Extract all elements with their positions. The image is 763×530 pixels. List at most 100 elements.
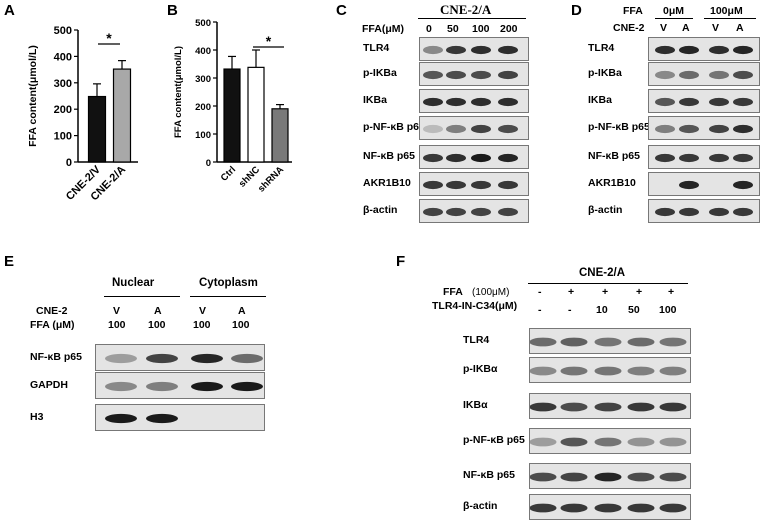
- band: [530, 472, 557, 482]
- y-tick-label: 400: [54, 51, 72, 63]
- panel-d-cne-label: CNE-2: [613, 22, 645, 34]
- bar: [247, 66, 265, 163]
- panel-c-blot-actin: [419, 199, 529, 223]
- panel-f-ffa-sign-2: +: [568, 286, 575, 298]
- panel-c-blot-ikba: [419, 89, 529, 113]
- band: [498, 45, 518, 55]
- panel-d-group-0um: 0μM: [663, 5, 685, 17]
- band: [530, 366, 557, 376]
- panel-e-lane-2: A: [154, 305, 162, 317]
- panel-c-dose-3: 100: [472, 23, 490, 35]
- panel-c-title-underline: [418, 18, 526, 19]
- band: [655, 153, 675, 163]
- panel-d-blot-akr1b10: [648, 172, 760, 196]
- panel-e-cne-label: CNE-2: [36, 305, 68, 317]
- panel-d-row-label-ikba: IKBa: [588, 94, 612, 106]
- panel-d-blot-p-ikba: [648, 62, 760, 86]
- band: [709, 70, 729, 80]
- panel-d-blot-ikba: [648, 89, 760, 113]
- panel-d-row-label-akr1b10: AKR1B10: [588, 177, 636, 189]
- category-label: Ctrl: [219, 164, 238, 183]
- band: [530, 503, 557, 513]
- band: [679, 124, 699, 134]
- bar: [271, 108, 289, 163]
- panel-f-title: CNE-2/A: [579, 267, 626, 279]
- panel-f-row-label-p-ikb: p-IKBα: [463, 363, 498, 375]
- band: [679, 97, 699, 107]
- panel-e-lane-3: V: [199, 305, 207, 317]
- band: [655, 45, 675, 55]
- panel-c-ffa-label: FFA(μM): [362, 23, 404, 35]
- band: [627, 402, 655, 412]
- panel-e-blot-gapdh: [95, 372, 265, 399]
- panel-f-blot-ikb: [529, 393, 691, 419]
- band: [733, 153, 753, 163]
- panel-c-row-label-tlr4: TLR4: [363, 42, 390, 54]
- band: [498, 207, 518, 217]
- panel-c-dose-1: 0: [426, 23, 432, 35]
- panel-c-row-label-nf-b-p65: NF-κB p65: [363, 150, 415, 162]
- band: [105, 381, 137, 392]
- panel-d-blot-p-nf-b-p65: [648, 116, 760, 140]
- band: [679, 45, 699, 55]
- band: [659, 402, 687, 412]
- panel-f-row-label-ikb: IKBα: [463, 399, 488, 411]
- panel-d-lane-3: V: [712, 22, 720, 34]
- y-tick-label: 500: [54, 25, 72, 37]
- band: [594, 337, 622, 347]
- panel-d-ffa-label: FFA: [623, 5, 643, 17]
- significance-star: *: [106, 30, 112, 46]
- panel-f-row-label-tlr4: TLR4: [463, 334, 490, 346]
- panel-c-blot-p-nf-b-p65: [419, 116, 529, 140]
- y-axis-label: FFA content(μmol/L): [27, 45, 39, 147]
- band: [471, 97, 491, 107]
- panel-c-row-label-p-ikba: p-IKBa: [363, 67, 397, 79]
- band: [146, 353, 178, 364]
- panel-e-ffa-1: 100: [108, 319, 126, 331]
- band: [446, 207, 466, 217]
- panel-f-row-label-actin: β-actin: [463, 500, 498, 512]
- band: [627, 437, 655, 447]
- band: [655, 124, 675, 134]
- band: [498, 97, 518, 107]
- panel-e-row-label-gapdh: GAPDH: [30, 378, 68, 391]
- band: [560, 503, 588, 513]
- panel-f-blot-p-ikb: [529, 357, 691, 383]
- band: [594, 402, 622, 412]
- band: [733, 207, 753, 217]
- panel-e-group-line-1: [104, 296, 180, 297]
- band: [655, 70, 675, 80]
- band: [423, 97, 443, 107]
- panel-f-ffa-sign-3: +: [602, 286, 609, 298]
- band: [498, 124, 518, 134]
- y-tick-label: 400: [195, 46, 211, 57]
- panel-f-ffa-sign-1: -: [538, 286, 542, 298]
- panel-f-blot-actin: [529, 494, 691, 520]
- panel-f-row-label-nf-b-p65: NF-κB p65: [463, 469, 515, 481]
- band: [560, 337, 588, 347]
- panel-c-dose-2: 50: [447, 23, 459, 35]
- band: [709, 45, 729, 55]
- band: [446, 70, 466, 80]
- y-tick-label: 0: [206, 158, 211, 169]
- band: [655, 207, 675, 217]
- panel-b-bar-chart: 0 100 200 300 400 500 FFA content(μmol/L) Ctrls…: [173, 18, 292, 195]
- panel-f-inhib-3: 10: [596, 304, 608, 316]
- panel-d-lane-1: V: [660, 22, 668, 34]
- panel-f-ffa-label: FFA: [443, 286, 463, 298]
- band: [733, 45, 753, 55]
- band: [146, 381, 178, 392]
- panel-d-row-label-nf-b-p65: NF-κB p65: [588, 150, 640, 162]
- panel-d-group-100um: 100μM: [710, 5, 743, 17]
- panel-f-inhib-2: -: [568, 304, 572, 316]
- band: [423, 70, 443, 80]
- panel-c-row-label-actin: β-actin: [363, 204, 398, 216]
- band: [446, 124, 466, 134]
- panel-e-group-line-2: [190, 296, 266, 297]
- band: [471, 207, 491, 217]
- band: [733, 97, 753, 107]
- band: [231, 381, 263, 392]
- significance-star: *: [266, 33, 272, 49]
- band: [594, 437, 622, 447]
- panel-d-row-label-actin: β-actin: [588, 204, 623, 216]
